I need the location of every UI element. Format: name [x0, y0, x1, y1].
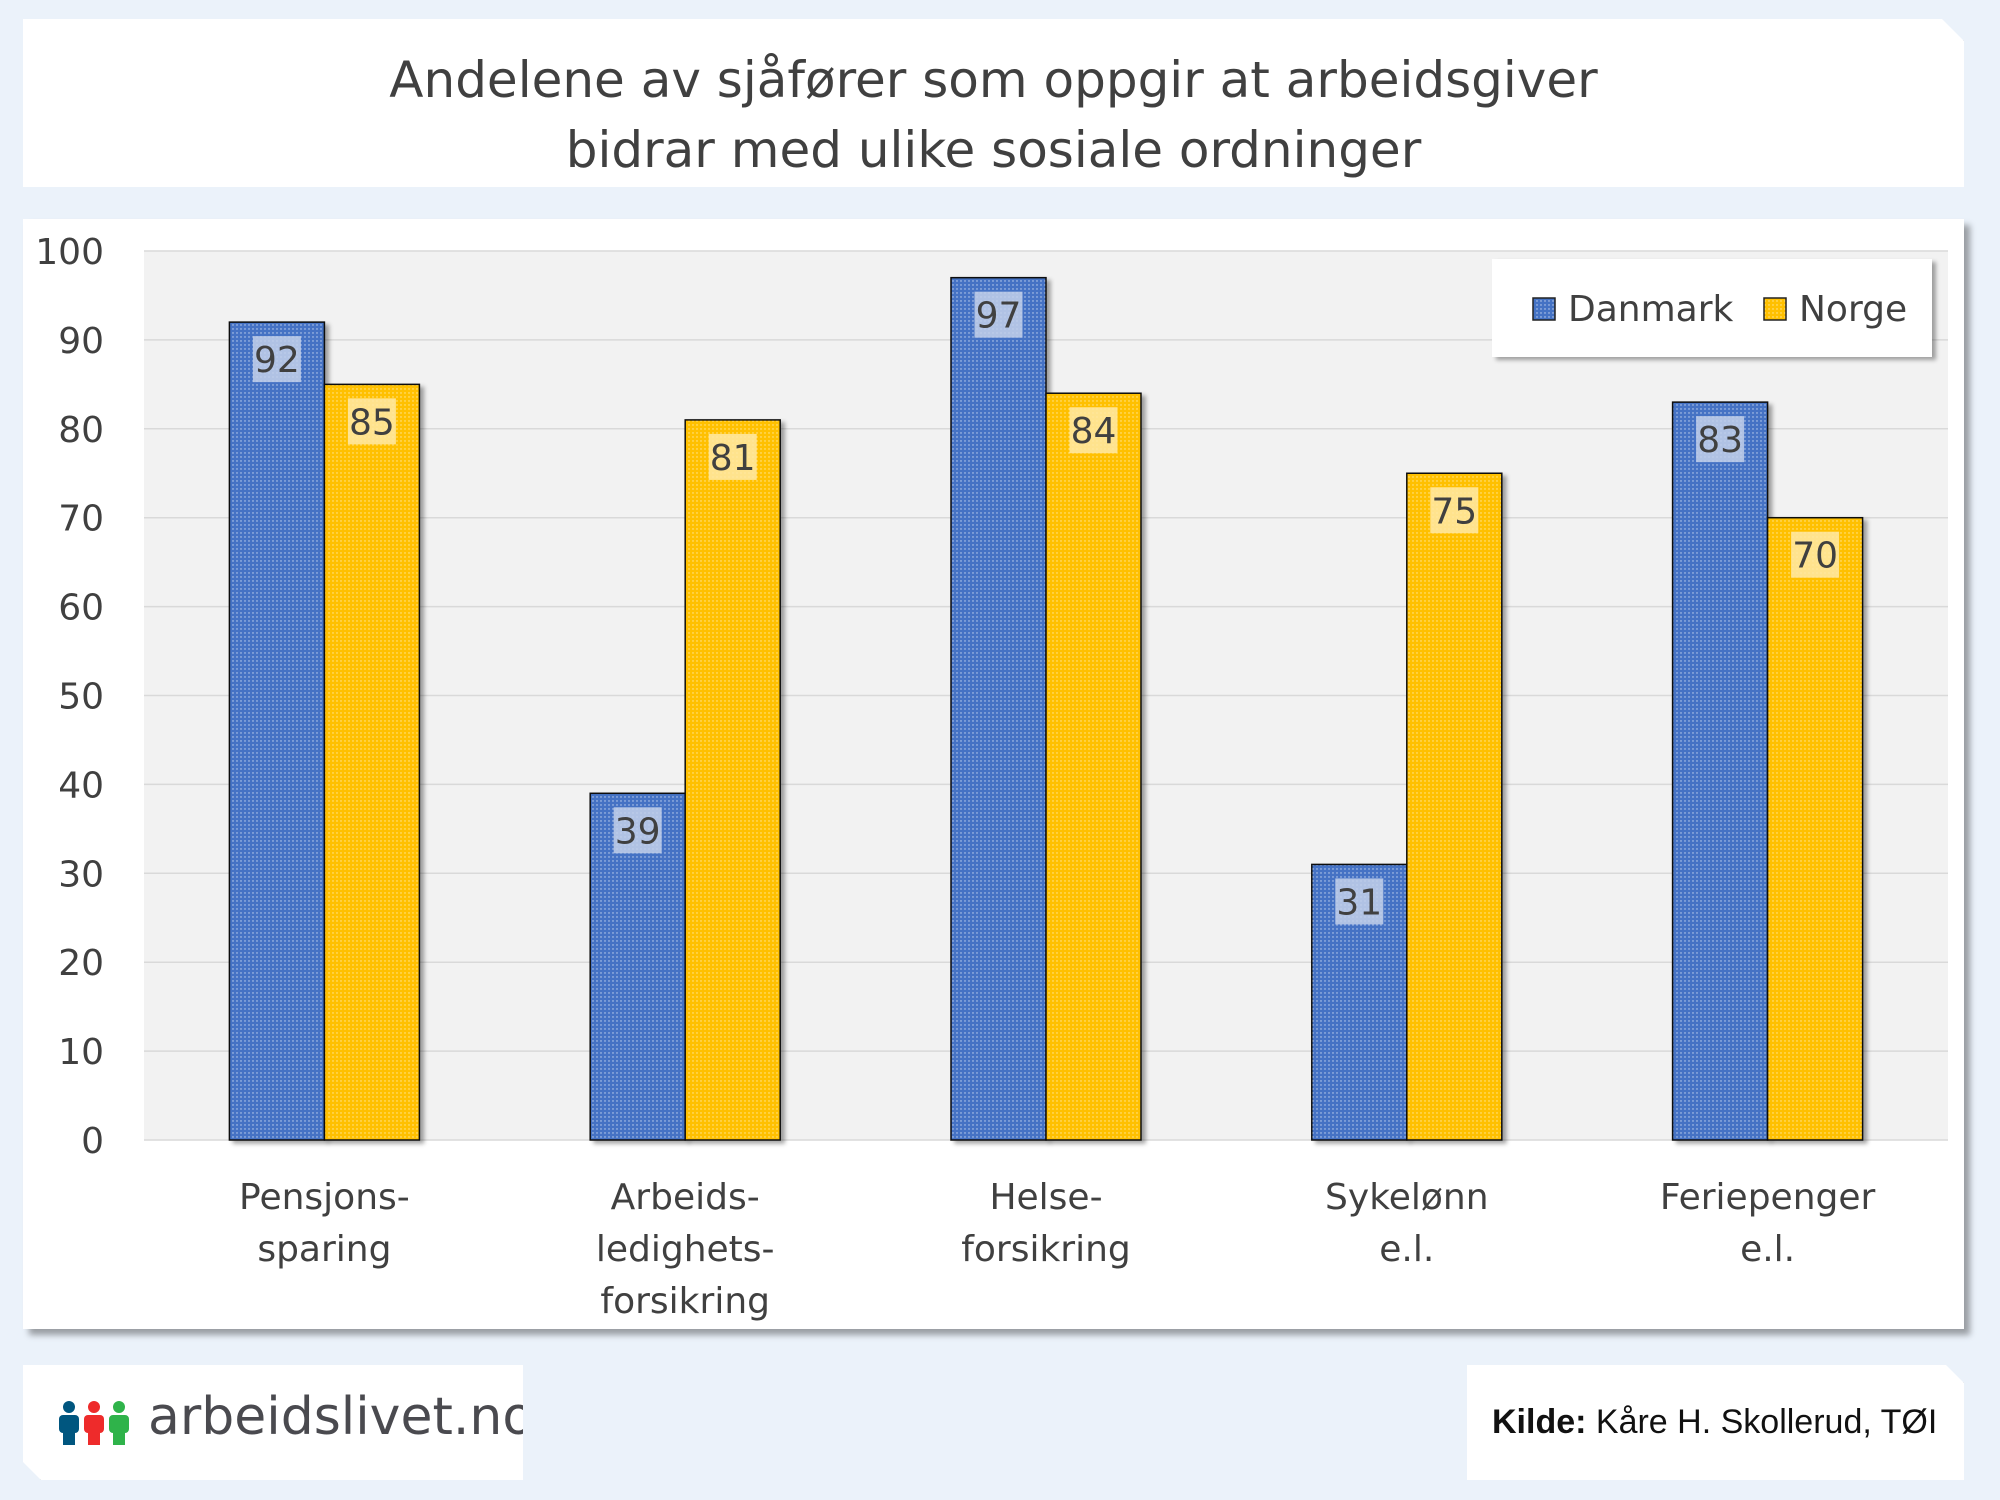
source-credit: Kilde: Kåre H. Skollerud, TØI	[1492, 1403, 1937, 1442]
bar-norge	[684, 419, 781, 1141]
data-label-bg	[1696, 416, 1745, 463]
x-tick-label: ledighets-	[596, 1229, 775, 1270]
bar-norge	[1406, 472, 1503, 1141]
data-label: 92	[254, 340, 300, 381]
bar-danmark	[228, 321, 326, 1141]
x-tick-label: Pensjons-	[239, 1177, 410, 1218]
y-tick-label: 20	[58, 943, 104, 984]
data-label-bg	[1791, 531, 1840, 578]
data-label: 83	[1697, 420, 1743, 461]
data-label-bg	[347, 398, 396, 445]
y-tick-label: 90	[58, 321, 104, 362]
x-tick-label: Arbeids-	[611, 1177, 760, 1218]
data-label-bg	[613, 807, 662, 854]
data-label: 39	[615, 811, 661, 852]
logo-text: arbeidslivet.no	[148, 1387, 535, 1447]
y-tick-label: 100	[35, 232, 104, 273]
data-label: 75	[1431, 491, 1477, 532]
data-label-bg	[252, 336, 301, 383]
data-label: 84	[1071, 411, 1117, 452]
x-tick-label: e.l.	[1379, 1229, 1434, 1270]
bar-danmark	[1671, 401, 1769, 1141]
bar-norge	[323, 383, 421, 1141]
title-line-1: Andelene av sjåfører som oppgir at arbei…	[389, 51, 1598, 109]
legend-label-danmark: Danmark	[1568, 289, 1734, 330]
data-label-bg	[974, 291, 1023, 338]
data-label-bg	[1335, 878, 1384, 925]
logo-box: arbeidslivet.no	[23, 1365, 523, 1480]
people-logo-icon	[58, 1401, 138, 1461]
data-label-bg	[1430, 487, 1479, 534]
y-tick-label: 40	[58, 765, 104, 806]
data-label: 85	[349, 402, 395, 443]
x-tick-label: sparing	[257, 1229, 391, 1270]
legend-swatch-danmark	[1532, 297, 1556, 321]
y-tick-label: 0	[81, 1121, 104, 1162]
bar-norge	[1766, 516, 1864, 1141]
data-label: 70	[1792, 536, 1838, 577]
legend-swatch-norge	[1763, 297, 1787, 321]
bar-norge	[1045, 392, 1142, 1141]
y-tick-label: 30	[58, 854, 104, 895]
legend: Danmark Norge	[1492, 259, 1932, 357]
y-tick-label: 50	[58, 677, 104, 718]
source-label: Kilde:	[1492, 1403, 1587, 1441]
legend-box	[1492, 259, 1932, 357]
y-tick-label: 60	[58, 588, 104, 629]
data-label: 31	[1336, 882, 1382, 923]
data-label-bg	[708, 433, 757, 480]
x-tick-label: forsikring	[961, 1229, 1131, 1270]
source-box: Kilde: Kåre H. Skollerud, TØI	[1467, 1365, 1964, 1480]
y-tick-label: 10	[58, 1032, 104, 1073]
legend-label-norge: Norge	[1799, 289, 1907, 330]
bar-danmark	[950, 276, 1047, 1141]
title-line-2: bidrar med ulike sosiale ordninger	[565, 121, 1422, 179]
x-tick-label: Sykelønn	[1325, 1177, 1489, 1218]
x-tick-label: Helse-	[989, 1177, 1102, 1218]
title-box: Andelene av sjåfører som oppgir at arbei…	[23, 19, 1964, 187]
data-label: 81	[710, 438, 756, 479]
y-tick-label: 80	[58, 410, 104, 451]
source-text: Kåre H. Skollerud, TØI	[1586, 1403, 1938, 1441]
x-tick-label: forsikring	[600, 1281, 770, 1322]
chart-title: Andelene av sjåfører som oppgir at arbei…	[23, 45, 1964, 185]
y-tick-label: 70	[58, 499, 104, 540]
data-label: 97	[976, 296, 1022, 337]
data-label-bg	[1069, 407, 1118, 454]
x-tick-label: Feriepenger	[1660, 1177, 1876, 1218]
x-tick-label: e.l.	[1740, 1229, 1795, 1270]
